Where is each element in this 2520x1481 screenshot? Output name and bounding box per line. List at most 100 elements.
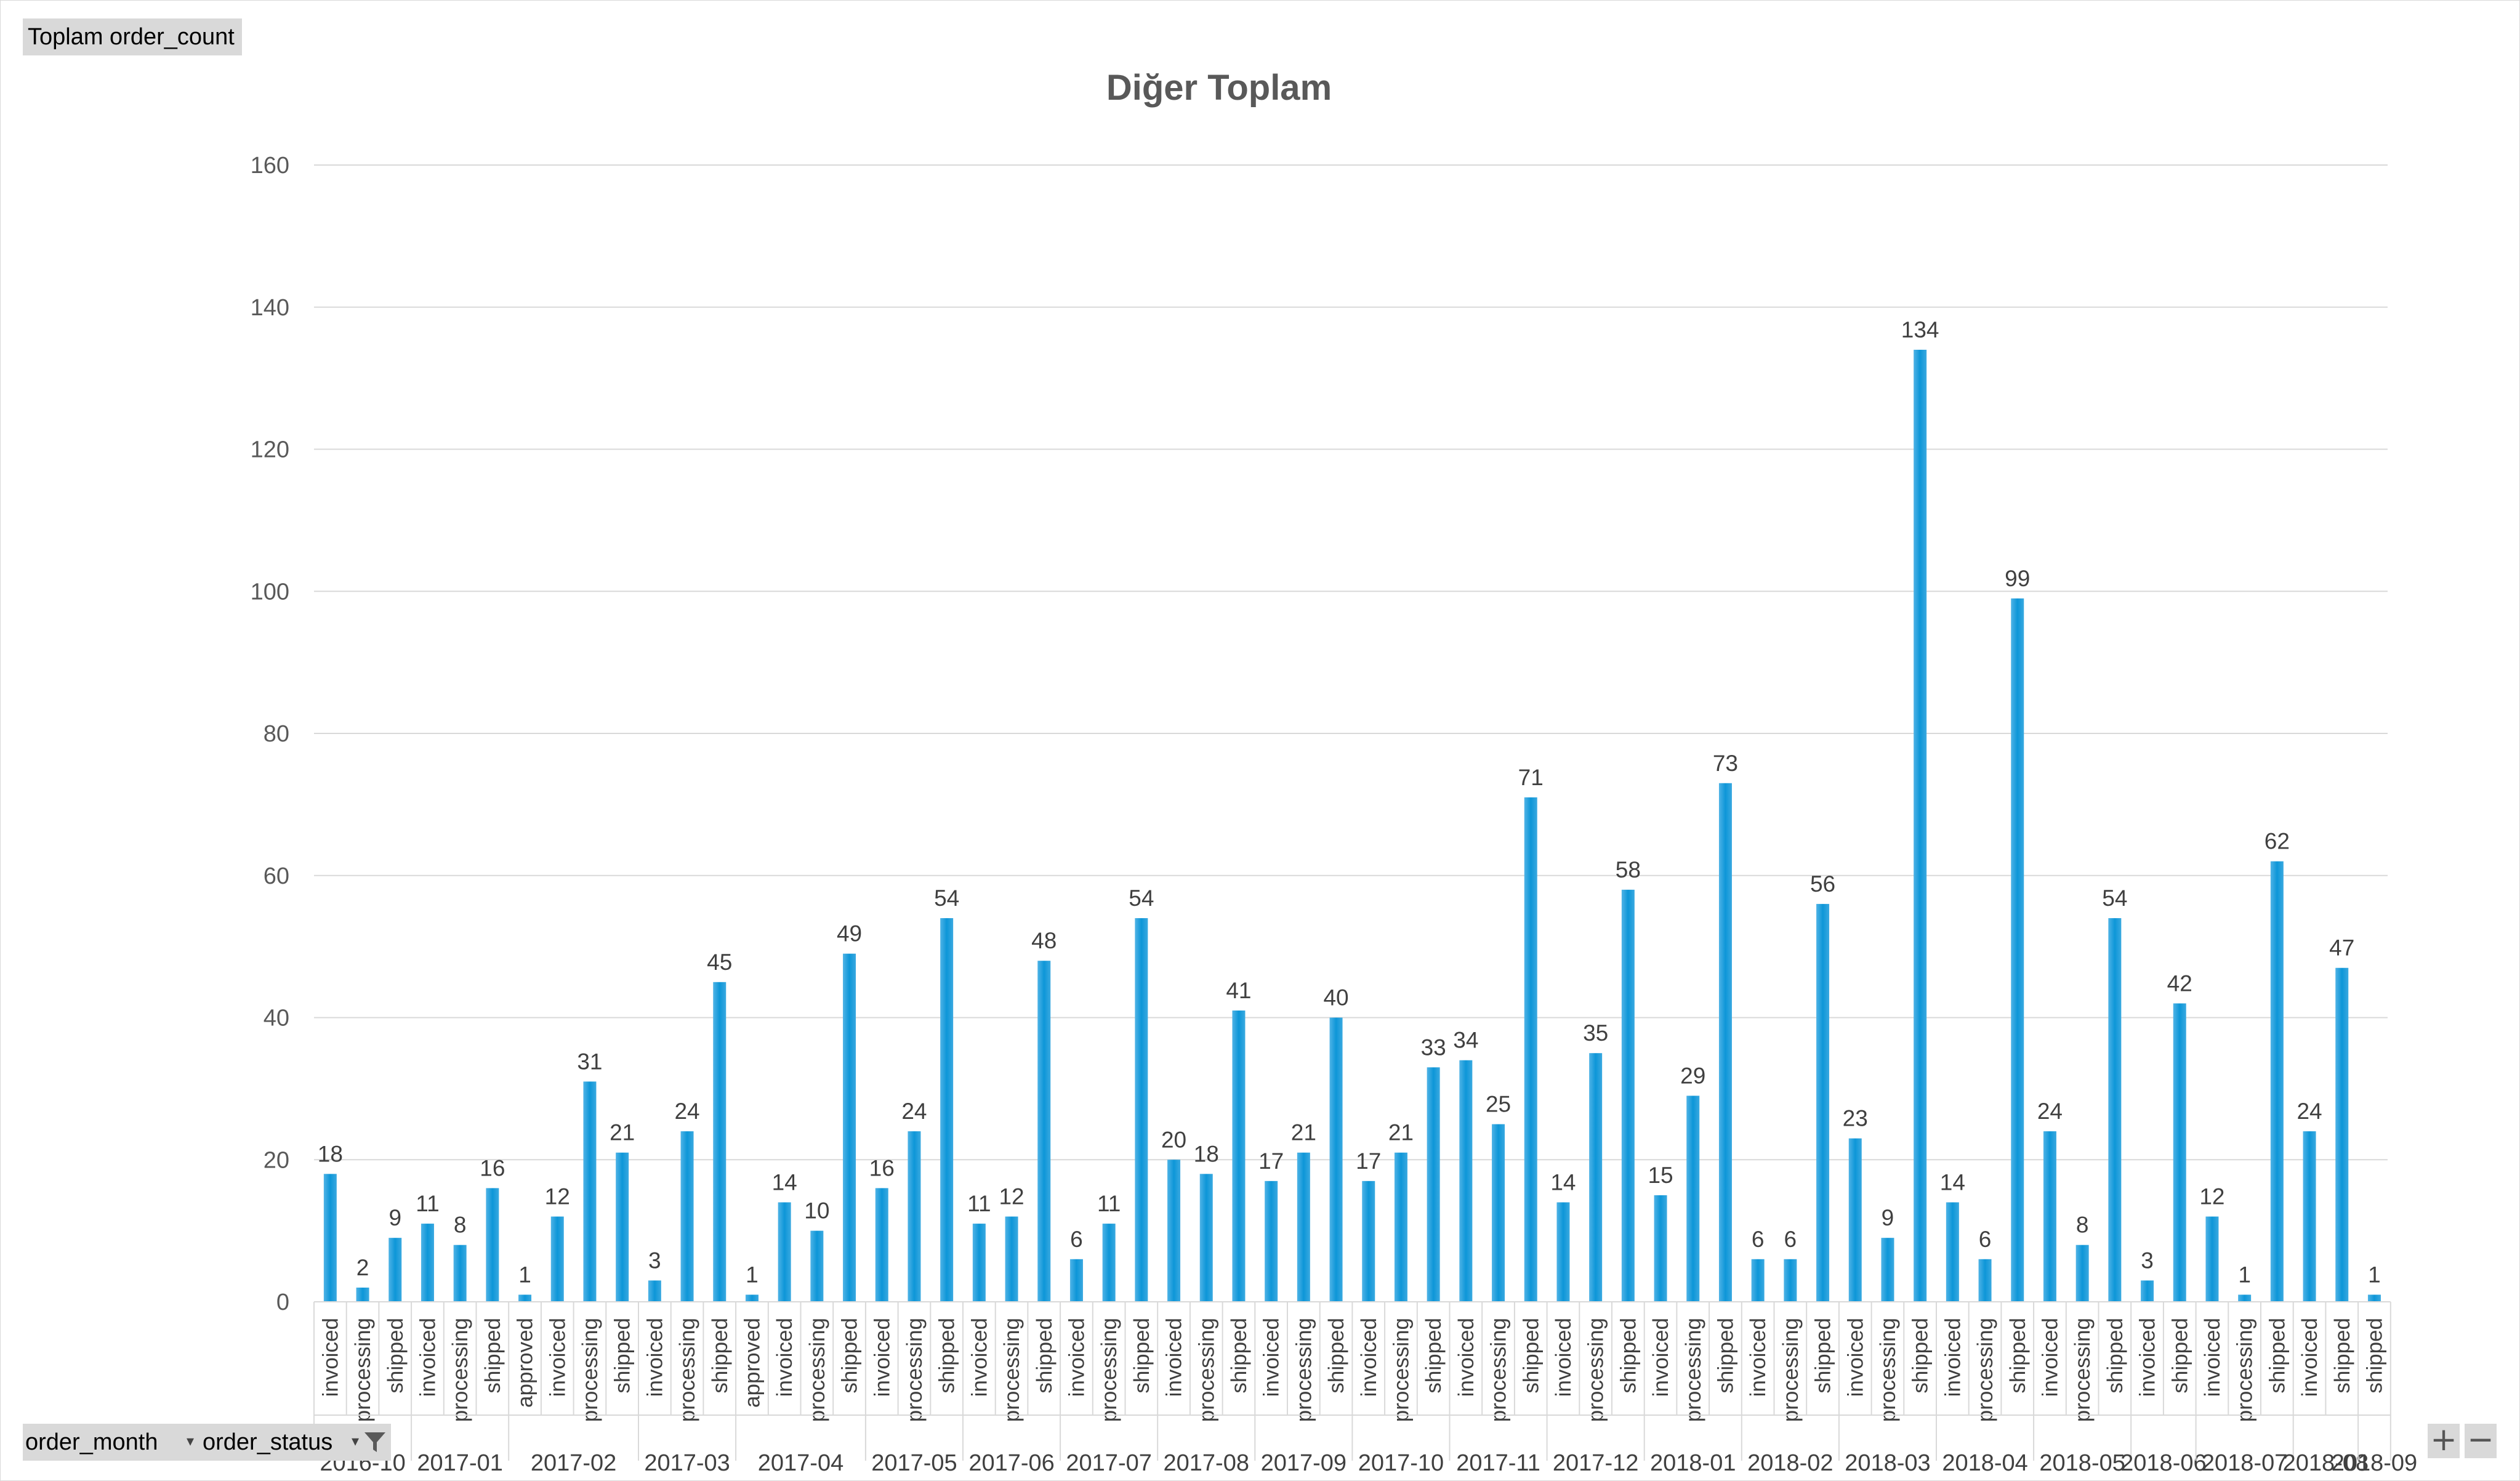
data-label: 49 [837,921,862,946]
data-label: 14 [1940,1169,1965,1195]
status-tick-label: shipped [1422,1318,1446,1394]
status-tick-label: shipped [1519,1318,1543,1394]
chart-title: Diğer Toplam [1106,68,1332,108]
status-tick-label: approved [513,1318,537,1408]
status-tick-label: invoiced [545,1318,570,1397]
month-tick-label: 2017-01 [417,1450,502,1476]
bar [1459,1060,1473,1302]
bar [323,1174,337,1302]
value-field-button[interactable]: Toplam order_count [23,18,242,55]
status-tick-label: invoiced [2038,1318,2062,1397]
data-label: 34 [1453,1028,1478,1053]
status-tick-label: shipped [2168,1318,2192,1394]
month-tick-label: 2017-04 [758,1450,843,1476]
bar [1881,1238,1894,1302]
data-label: 134 [1901,317,1939,342]
data-label: 29 [1680,1063,1705,1088]
bar [1654,1195,1667,1302]
status-tick-label: shipped [481,1318,505,1394]
order-status-field-button[interactable]: order_status ▾ [200,1424,391,1461]
bar [810,1230,824,1302]
bar [1492,1124,1505,1302]
data-label: 1 [2238,1262,2251,1287]
status-tick-label: processing [1097,1318,1121,1422]
bar [1199,1174,1213,1302]
status-tick-label: shipped [838,1318,862,1394]
bar [1784,1259,1797,1302]
bar [2270,861,2284,1302]
month-tick-label: 2017-10 [1358,1450,1444,1476]
bar [875,1188,888,1302]
data-label: 31 [577,1049,602,1074]
bar [1589,1053,1603,1302]
y-tick-label: 100 [251,579,289,605]
zoom-out-button[interactable]: − [2465,1424,2497,1458]
bar [908,1131,921,1302]
bar [421,1224,434,1302]
status-tick-label: processing [578,1318,602,1422]
data-label: 35 [1583,1020,1608,1046]
bar [1329,1017,1343,1302]
data-label: 24 [901,1099,927,1124]
status-tick-label: invoiced [1162,1318,1186,1397]
data-label: 11 [967,1191,991,1216]
y-tick-label: 40 [264,1006,289,1031]
status-tick-label: shipped [935,1318,959,1394]
bar [1686,1096,1700,1302]
y-tick-label: 80 [264,721,289,747]
month-tick-label: 2018-03 [1845,1450,1930,1476]
order-month-field-button[interactable]: order_month ▾ [23,1424,200,1461]
status-tick-label: shipped [1811,1318,1835,1394]
status-tick-label: shipped [1130,1318,1154,1394]
data-label: 15 [1648,1163,1673,1188]
data-label: 25 [1486,1092,1511,1117]
bar [745,1294,759,1302]
bar [1265,1180,1278,1302]
status-tick-label: invoiced [1454,1318,1478,1397]
status-tick-label: processing [1681,1318,1705,1422]
data-label: 8 [2076,1213,2089,1238]
month-tick-label: 2017-11 [1456,1450,1540,1476]
status-tick-label: shipped [2362,1318,2386,1394]
order-month-label: order_month [25,1429,158,1455]
status-tick-label: invoiced [1552,1318,1576,1397]
status-tick-label: processing [1194,1318,1218,1422]
data-label: 18 [318,1141,343,1166]
data-label: 16 [869,1155,895,1180]
bar [1556,1202,1570,1302]
data-label: 23 [1843,1106,1868,1131]
data-label: 20 [1161,1127,1186,1152]
status-tick-label: invoiced [318,1318,342,1397]
data-label: 6 [1070,1227,1083,1252]
status-tick-label: shipped [1324,1318,1348,1394]
filter-icon[interactable] [363,1430,387,1455]
data-label: 33 [1421,1035,1446,1060]
status-tick-label: shipped [611,1318,635,1394]
month-tick-label: 2018-05 [2039,1450,2125,1476]
dropdown-icon[interactable]: ▾ [186,1433,194,1450]
bar [2303,1131,2316,1302]
month-tick-label: 2017-03 [644,1450,730,1476]
data-label: 18 [1194,1141,1219,1166]
data-label: 21 [610,1120,635,1145]
bar [1751,1259,1765,1302]
data-label: 12 [545,1184,570,1209]
bar [1621,889,1635,1302]
bar [583,1081,597,1302]
bar [778,1202,791,1302]
bar [1362,1180,1375,1302]
dropdown-icon[interactable]: ▾ [351,1433,359,1450]
bar [1297,1152,1310,1302]
status-tick-label: approved [740,1318,764,1408]
bar [1946,1202,1959,1302]
data-label: 6 [1784,1227,1797,1252]
zoom-in-button[interactable]: + [2428,1424,2460,1458]
value-field-label: Toplam order_count [28,23,235,50]
status-tick-label: processing [351,1318,375,1422]
status-tick-label: shipped [1033,1318,1057,1394]
bar [1718,783,1732,1302]
bar [453,1245,467,1302]
status-tick-label: processing [1389,1318,1413,1422]
status-tick-label: invoiced [1260,1318,1284,1397]
